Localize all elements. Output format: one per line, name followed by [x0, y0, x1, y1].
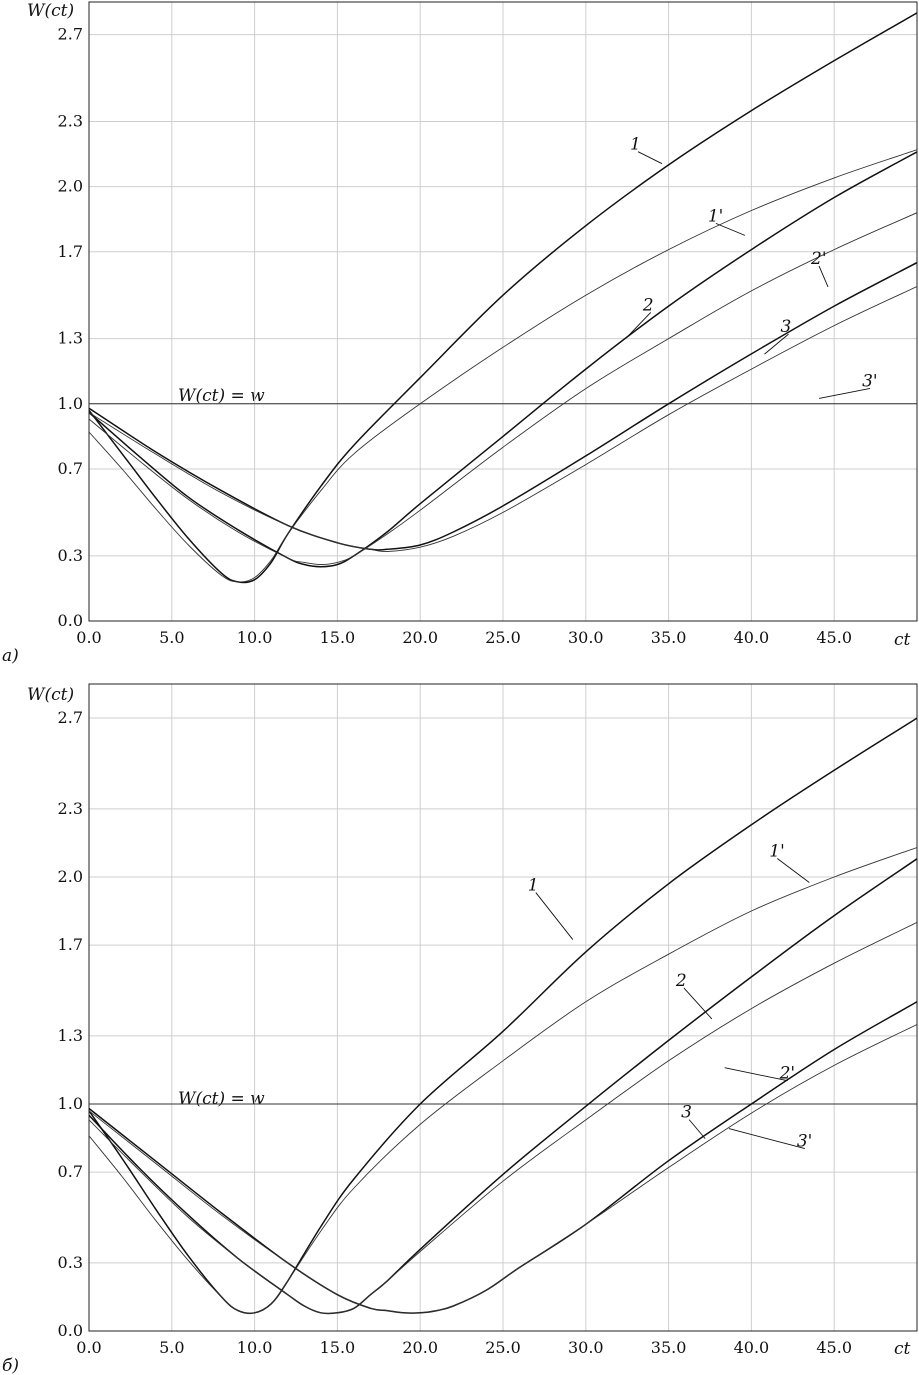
- x-tick-label: 45.0: [816, 628, 852, 647]
- curve-label: 3: [681, 1103, 692, 1123]
- x-tick-label: 0.0: [76, 628, 101, 647]
- series-line-2-prime: [89, 212, 917, 565]
- curve-label: 3': [797, 1132, 813, 1152]
- panel-label: б): [2, 1356, 19, 1375]
- y-tick-label: 2.3: [58, 111, 83, 130]
- curve-labels: 1 1' 2 2' 3 3': [626, 135, 878, 399]
- x-tick-label: 35.0: [651, 628, 687, 647]
- curve-label: 2': [779, 1064, 796, 1084]
- x-axis-label: ct: [894, 1339, 911, 1359]
- y-tick-label: 0.7: [58, 459, 83, 478]
- tick-labels: 0.0 5.0 10.0 15.0 20.0 25.0 30.0 35.0 40.0 45.00.…: [58, 25, 852, 647]
- x-axis-label: ct: [894, 630, 911, 650]
- x-tick-label: 20.0: [402, 628, 438, 647]
- y-tick-label: 0.0: [58, 1321, 83, 1340]
- y-tick-label: 1.7: [58, 935, 83, 954]
- curve-label: 3: [781, 317, 792, 337]
- curve-label: 1: [630, 135, 641, 155]
- x-tick-label: 0.0: [76, 1338, 101, 1357]
- curve-label: 3': [862, 371, 878, 391]
- series-line-1: [89, 12, 917, 584]
- reference-line-label: W(ct) = w: [178, 386, 265, 406]
- series-line-2-prime: [89, 921, 917, 1314]
- plot-frame: [88, 683, 918, 1332]
- curve-label: 1: [528, 876, 539, 896]
- y-tick-label: 1.3: [58, 1026, 83, 1045]
- chart-panel-b: W(ct) ct б) W(ct) = w 0.0 5.0 10.0 15.0 20.0…: [2, 683, 918, 1375]
- tick-labels: 0.0 5.0 10.0 15.0 20.0 25.0 30.0 35.0 40.0 45.00.…: [58, 708, 852, 1357]
- series-line-3-prime: [89, 286, 917, 553]
- series-group: [89, 717, 917, 1315]
- x-tick-label: 15.0: [320, 1338, 356, 1357]
- panel-label: a): [2, 646, 19, 666]
- x-tick-label: 30.0: [568, 1338, 604, 1357]
- curve-label-leader: [683, 987, 713, 1020]
- curve-label: 1': [769, 842, 785, 862]
- x-tick-label: 45.0: [816, 1338, 852, 1357]
- x-tick-label: 10.0: [237, 1338, 273, 1357]
- curve-label-leader: [777, 858, 810, 883]
- curve-label-leader: [764, 333, 789, 355]
- y-tick-label: 2.0: [58, 177, 83, 196]
- x-tick-label: 25.0: [485, 628, 521, 647]
- y-axis-label: W(ct): [27, 685, 74, 705]
- series-line-1: [89, 717, 917, 1315]
- series-line-3: [89, 261, 917, 551]
- y-axis-label: W(ct): [27, 1, 74, 21]
- grid: [89, 2, 917, 621]
- series-line-1-prime: [89, 847, 917, 1314]
- x-tick-label: 40.0: [734, 1338, 770, 1357]
- series-line-2: [89, 151, 917, 568]
- y-tick-label: 1.0: [58, 1094, 83, 1113]
- y-tick-label: 2.3: [58, 799, 83, 818]
- y-tick-label: 1.7: [58, 242, 83, 261]
- curve-label-leader: [818, 387, 871, 399]
- curve-label-leader: [715, 222, 746, 236]
- x-tick-label: 10.0: [237, 628, 273, 647]
- series-line-1-prime: [89, 149, 917, 583]
- curve-label-leader: [724, 1067, 788, 1082]
- x-tick-label: 5.0: [159, 628, 184, 647]
- x-tick-label: 30.0: [568, 628, 604, 647]
- x-tick-label: 35.0: [651, 1338, 687, 1357]
- series-line-3-prime: [89, 1024, 917, 1314]
- x-tick-label: 40.0: [734, 628, 770, 647]
- y-tick-label: 0.0: [58, 611, 83, 630]
- chart-panel-a: W(ct) ct a) W(ct) = w 0.0 5.0 10.0 15.0 20.0…: [2, 1, 918, 666]
- curve-label: 1': [708, 206, 724, 226]
- y-tick-label: 0.3: [58, 546, 83, 565]
- curve-label: 2': [810, 249, 827, 269]
- x-tick-label: 5.0: [159, 1338, 184, 1357]
- x-tick-label: 20.0: [402, 1338, 438, 1357]
- y-tick-label: 2.7: [58, 708, 83, 727]
- y-tick-label: 1.3: [58, 329, 83, 348]
- y-tick-label: 0.3: [58, 1253, 83, 1272]
- x-tick-label: 25.0: [485, 1338, 521, 1357]
- grid: [89, 684, 917, 1331]
- curve-label: 2: [642, 295, 654, 315]
- y-tick-label: 2.0: [58, 867, 83, 886]
- curve-label-leader: [818, 265, 829, 288]
- curve-label-leader: [626, 312, 652, 338]
- x-tick-label: 15.0: [320, 628, 356, 647]
- curve-labels: 1 1' 2 2' 3 3': [528, 842, 813, 1152]
- y-tick-label: 0.7: [58, 1162, 83, 1181]
- reference-line-label: W(ct) = w: [178, 1089, 265, 1109]
- curve-label-leader: [728, 1128, 805, 1150]
- series-group: [89, 12, 917, 584]
- plot-frame: [88, 1, 918, 622]
- curve-label-leader: [535, 892, 574, 940]
- curve-label-leader: [688, 1119, 706, 1139]
- curve-label: 2: [675, 971, 687, 991]
- curve-label-leader: [637, 151, 663, 165]
- y-tick-label: 1.0: [58, 394, 83, 413]
- y-tick-label: 2.7: [58, 25, 83, 44]
